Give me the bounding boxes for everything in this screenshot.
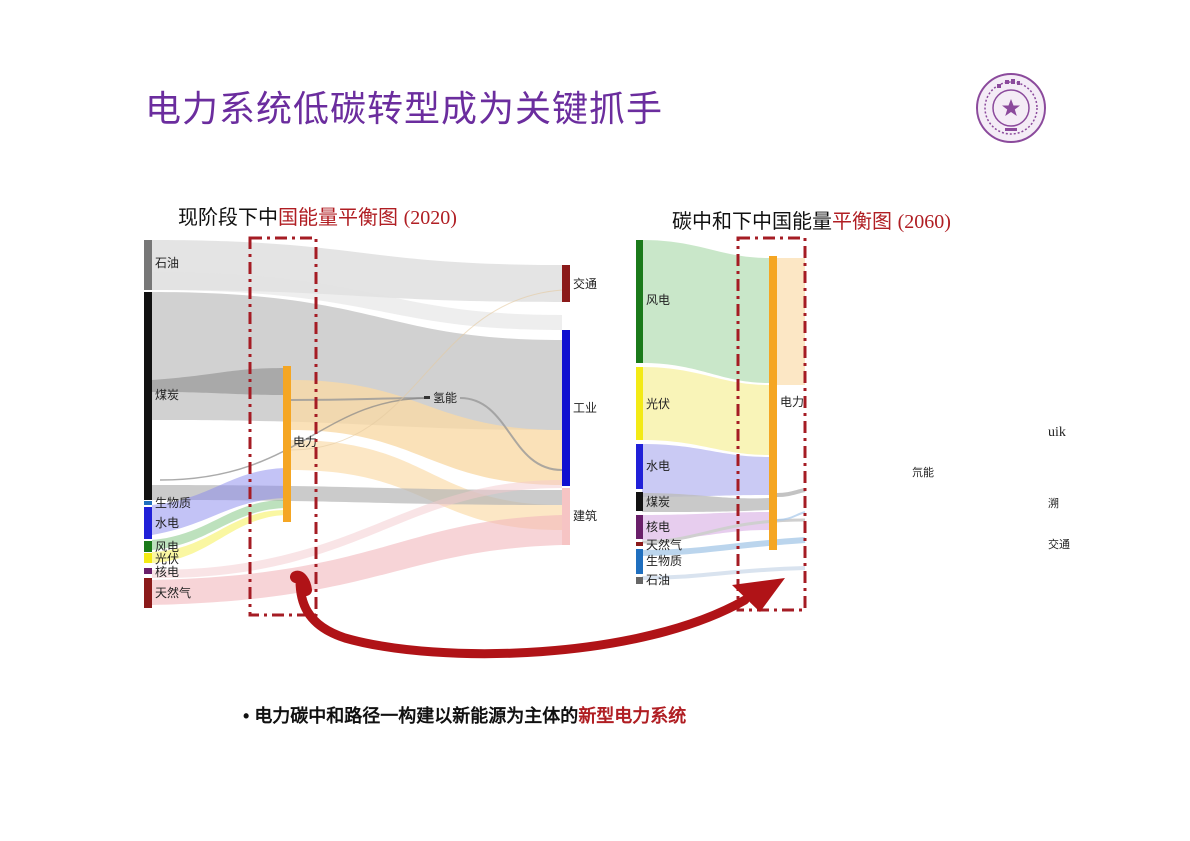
node-hydro-2060 bbox=[636, 444, 643, 489]
label-hydro: 水电 bbox=[155, 516, 179, 530]
label-electricity: 电力 bbox=[293, 435, 317, 449]
slide-title: 电力系统低碳转型成为关键抓手 bbox=[145, 88, 664, 129]
label-wind-2060: 风电 bbox=[646, 293, 670, 307]
node-nuclear bbox=[144, 568, 152, 574]
label-oil-2060: 石油 bbox=[646, 573, 670, 587]
left-dashed-box bbox=[248, 236, 318, 617]
label-biomass-2060: 生物质 bbox=[646, 554, 682, 568]
flow-gas-transport bbox=[152, 480, 562, 579]
node-wind-2060 bbox=[636, 240, 643, 363]
flow-oil-industry bbox=[152, 272, 562, 330]
flow-coal-electricity bbox=[152, 368, 285, 395]
label-oil: 石油 bbox=[155, 256, 179, 270]
label-nuclear-2060: 核电 bbox=[646, 520, 670, 534]
node-coal-2060 bbox=[636, 492, 643, 511]
transition-arrow-head bbox=[732, 578, 785, 612]
node-solar-2060 bbox=[636, 367, 643, 440]
flow-electricity-industry bbox=[291, 380, 562, 485]
label-hydro-2060: 水电 bbox=[646, 459, 670, 473]
node-gas bbox=[144, 578, 152, 608]
flow-thin-transport bbox=[290, 289, 563, 451]
right-chart-year: (2060) bbox=[897, 211, 951, 233]
node-gas-2060 bbox=[636, 542, 643, 546]
right-chart-title-black: 碳中和下中国能量 bbox=[672, 211, 832, 233]
stray-label-transport: 交通 bbox=[1048, 539, 1070, 551]
right-sankey: 风电 光伏 水电 煤炭 核电 天然气 生物质 石油 电力 bbox=[636, 236, 807, 612]
flow-electricity-thin-2060 bbox=[776, 488, 806, 497]
flow-gas-building bbox=[152, 515, 562, 605]
left-chart-title-red: 国能量平衡图 bbox=[278, 207, 398, 229]
node-hydrogen bbox=[424, 396, 430, 399]
bullet-highlight: 新型电力系统 bbox=[578, 706, 687, 726]
stray-label-source: 溯 bbox=[1048, 498, 1059, 510]
transition-arrow bbox=[295, 575, 750, 659]
node-solar bbox=[144, 553, 152, 563]
label-transport: 交通 bbox=[573, 276, 597, 291]
stray-label-uik: uik bbox=[1048, 425, 1066, 440]
label-industry: 工业 bbox=[573, 401, 597, 415]
node-electricity bbox=[283, 366, 291, 522]
flow-electricity-out-2060 bbox=[777, 258, 805, 385]
stray-label-hydrogen: 氘能 bbox=[912, 467, 934, 479]
flow-electricity-building bbox=[291, 440, 562, 530]
left-chart-title: 现阶段下中国能量平衡图 (2020) bbox=[178, 201, 457, 230]
label-solar: 光伏 bbox=[155, 552, 179, 566]
flow-coal-industry bbox=[152, 292, 562, 430]
label-building: 建筑 bbox=[573, 508, 597, 523]
label-solar-2060: 光伏 bbox=[646, 397, 670, 411]
node-oil bbox=[144, 240, 152, 290]
left-chart-year: (2020) bbox=[403, 207, 457, 229]
bullet-prefix: 电力碳中和路径一构建以新能源为主体的 bbox=[254, 706, 579, 726]
node-transport bbox=[562, 265, 570, 302]
right-dashed-box bbox=[736, 236, 807, 612]
node-hydro bbox=[144, 507, 152, 539]
label-biomass: 生物质 bbox=[155, 496, 191, 510]
flow-biomass-2060 bbox=[641, 537, 806, 556]
flow-hydrogen-industry bbox=[459, 397, 563, 471]
node-nuclear-2060 bbox=[636, 515, 643, 539]
label-gas: 天然气 bbox=[155, 585, 191, 600]
node-coal bbox=[144, 292, 152, 500]
flow-nuclear-electricity-2060 bbox=[642, 512, 769, 540]
label-nuclear: 核电 bbox=[155, 565, 179, 579]
flow-coal-hydrogen bbox=[159, 397, 431, 481]
label-electricity-2060: 电力 bbox=[780, 395, 804, 409]
node-electricity-2060 bbox=[769, 256, 777, 550]
label-coal-2060: 煤炭 bbox=[646, 495, 670, 509]
label-coal: 煤炭 bbox=[155, 388, 179, 402]
left-sankey: 石油 煤炭 生物质 水电 风电 光伏 核电 天然气 电力 氢能 交通 工业 建筑 bbox=[144, 236, 597, 617]
node-industry bbox=[562, 330, 570, 486]
node-building bbox=[562, 488, 570, 545]
right-chart-title-red: 平衡图 bbox=[832, 211, 892, 233]
flow-solar-electricity bbox=[152, 510, 285, 563]
node-biomass-2060 bbox=[636, 549, 643, 574]
label-wind: 风电 bbox=[155, 540, 179, 554]
flow-hydro-electricity bbox=[152, 468, 285, 535]
flow-electricity-thin2-2060 bbox=[776, 511, 806, 521]
left-chart-title-black: 现阶段下中 bbox=[178, 207, 278, 229]
node-biomass bbox=[144, 501, 152, 505]
transition-arrow-tail bbox=[290, 570, 312, 596]
label-gas-2060: 天然气 bbox=[646, 537, 682, 552]
flow-oil-2060 bbox=[641, 566, 806, 580]
node-wind bbox=[144, 541, 152, 552]
bullet-dot: • bbox=[243, 706, 255, 726]
university-seal-icon bbox=[976, 73, 1046, 143]
flow-wind-electricity bbox=[152, 500, 285, 550]
label-hydrogen: 氢能 bbox=[433, 390, 457, 405]
flow-wind-electricity-2060 bbox=[642, 240, 769, 383]
conclusion-bullet: • 电力碳中和路径一构建以新能源为主体的新型电力系统 bbox=[243, 702, 686, 728]
node-oil-2060 bbox=[636, 577, 643, 584]
right-chart-title: 碳中和下中国能量平衡图 (2060) bbox=[672, 205, 951, 234]
